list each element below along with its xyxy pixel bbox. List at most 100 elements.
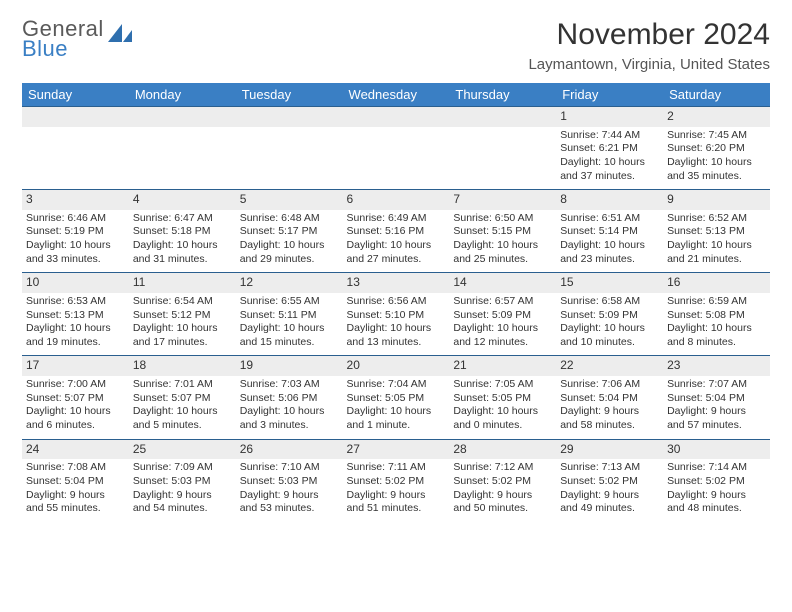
daylight-text: Daylight: 9 hours and 49 minutes. bbox=[560, 489, 659, 516]
day-number: 14 bbox=[449, 272, 556, 293]
sunset-text: Sunset: 5:10 PM bbox=[347, 309, 446, 323]
dow-wednesday: Wednesday bbox=[343, 83, 450, 106]
daylight-text: Daylight: 10 hours and 12 minutes. bbox=[453, 322, 552, 349]
day-body: Sunrise: 6:58 AMSunset: 5:09 PMDaylight:… bbox=[556, 293, 663, 356]
day-cell: 11Sunrise: 6:54 AMSunset: 5:12 PMDayligh… bbox=[129, 272, 236, 355]
day-number bbox=[236, 106, 343, 127]
empty-day-cell bbox=[236, 106, 343, 189]
day-body: Sunrise: 7:06 AMSunset: 5:04 PMDaylight:… bbox=[556, 376, 663, 439]
day-cell: 26Sunrise: 7:10 AMSunset: 5:03 PMDayligh… bbox=[236, 439, 343, 522]
sunset-text: Sunset: 5:05 PM bbox=[453, 392, 552, 406]
empty-day-cell bbox=[22, 106, 129, 189]
daylight-text: Daylight: 10 hours and 33 minutes. bbox=[26, 239, 125, 266]
day-cell: 15Sunrise: 6:58 AMSunset: 5:09 PMDayligh… bbox=[556, 272, 663, 355]
day-body: Sunrise: 6:46 AMSunset: 5:19 PMDaylight:… bbox=[22, 210, 129, 273]
day-body: Sunrise: 6:52 AMSunset: 5:13 PMDaylight:… bbox=[663, 210, 770, 273]
sunset-text: Sunset: 5:13 PM bbox=[26, 309, 125, 323]
day-number: 15 bbox=[556, 272, 663, 293]
day-body: Sunrise: 6:59 AMSunset: 5:08 PMDaylight:… bbox=[663, 293, 770, 356]
day-body: Sunrise: 7:13 AMSunset: 5:02 PMDaylight:… bbox=[556, 459, 663, 522]
sunset-text: Sunset: 5:15 PM bbox=[453, 225, 552, 239]
sunrise-text: Sunrise: 6:55 AM bbox=[240, 295, 339, 309]
day-cell: 13 Sunrise: 6:56 AMSunset: 5:10 PMDayligh… bbox=[343, 272, 450, 355]
sunrise-text: Sunrise: 6:59 AM bbox=[667, 295, 766, 309]
day-number bbox=[22, 106, 129, 127]
sunrise-text: Sunrise: 7:45 AM bbox=[667, 129, 766, 143]
sunrise-text: Sunrise: 6:54 AM bbox=[133, 295, 232, 309]
day-body: Sunrise: 7:14 AMSunset: 5:02 PMDaylight:… bbox=[663, 459, 770, 522]
day-body: Sunrise: 6:50 AMSunset: 5:15 PMDaylight:… bbox=[449, 210, 556, 273]
calendar-table: Sunday Monday Tuesday Wednesday Thursday… bbox=[22, 83, 770, 522]
daylight-text: Daylight: 10 hours and 31 minutes. bbox=[133, 239, 232, 266]
sunrise-text: Sunrise: 7:08 AM bbox=[26, 461, 125, 475]
day-cell: 6Sunrise: 6:49 AMSunset: 5:16 PMDaylight… bbox=[343, 189, 450, 272]
sunset-text: Sunset: 5:06 PM bbox=[240, 392, 339, 406]
day-body: Sunrise: 7:03 AMSunset: 5:06 PMDaylight:… bbox=[236, 376, 343, 439]
day-number: 27 bbox=[343, 439, 450, 460]
day-body: Sunrise: 7:07 AMSunset: 5:04 PMDaylight:… bbox=[663, 376, 770, 439]
day-cell: 4Sunrise: 6:47 AMSunset: 5:18 PMDaylight… bbox=[129, 189, 236, 272]
sunset-text: Sunset: 5:02 PM bbox=[453, 475, 552, 489]
day-number: 30 bbox=[663, 439, 770, 460]
daylight-text: Daylight: 9 hours and 54 minutes. bbox=[133, 489, 232, 516]
day-body: Sunrise: 6:53 AMSunset: 5:13 PMDaylight:… bbox=[22, 293, 129, 356]
day-number: 25 bbox=[129, 439, 236, 460]
sunrise-text: Sunrise: 6:51 AM bbox=[560, 212, 659, 226]
sunrise-text: Sunrise: 7:00 AM bbox=[26, 378, 125, 392]
sunset-text: Sunset: 5:11 PM bbox=[240, 309, 339, 323]
sunrise-text: Sunrise: 6:58 AM bbox=[560, 295, 659, 309]
day-number: 18 bbox=[129, 355, 236, 376]
sunrise-text: Sunrise: 6:47 AM bbox=[133, 212, 232, 226]
day-body: Sunrise: 7:11 AMSunset: 5:02 PMDaylight:… bbox=[343, 459, 450, 522]
sunrise-text: Sunrise: 7:01 AM bbox=[133, 378, 232, 392]
day-number: 28 bbox=[449, 439, 556, 460]
daylight-text: Daylight: 10 hours and 37 minutes. bbox=[560, 156, 659, 183]
day-cell: 5Sunrise: 6:48 AMSunset: 5:17 PMDaylight… bbox=[236, 189, 343, 272]
sunrise-text: Sunrise: 6:52 AM bbox=[667, 212, 766, 226]
dow-thursday: Thursday bbox=[449, 83, 556, 106]
sail-icon bbox=[108, 22, 134, 49]
daylight-text: Daylight: 10 hours and 13 minutes. bbox=[347, 322, 446, 349]
day-number: 11 bbox=[129, 272, 236, 293]
day-cell: 30Sunrise: 7:14 AMSunset: 5:02 PMDayligh… bbox=[663, 439, 770, 522]
day-number: 13 bbox=[343, 272, 450, 293]
day-number bbox=[449, 106, 556, 127]
day-cell: 27Sunrise: 7:11 AMSunset: 5:02 PMDayligh… bbox=[343, 439, 450, 522]
sunset-text: Sunset: 5:12 PM bbox=[133, 309, 232, 323]
day-cell: 1Sunrise: 7:44 AMSunset: 6:21 PMDaylight… bbox=[556, 106, 663, 189]
day-body bbox=[343, 127, 450, 189]
sunrise-text: Sunrise: 7:11 AM bbox=[347, 461, 446, 475]
day-number bbox=[129, 106, 236, 127]
location-text: Laymantown, Virginia, United States bbox=[528, 56, 770, 73]
day-body: Sunrise: 7:05 AMSunset: 5:05 PMDaylight:… bbox=[449, 376, 556, 439]
day-number: 5 bbox=[236, 189, 343, 210]
daylight-text: Daylight: 9 hours and 53 minutes. bbox=[240, 489, 339, 516]
daylight-text: Daylight: 10 hours and 21 minutes. bbox=[667, 239, 766, 266]
day-number: 24 bbox=[22, 439, 129, 460]
day-number: 10 bbox=[22, 272, 129, 293]
sunrise-text: Sunrise: 7:12 AM bbox=[453, 461, 552, 475]
calendar-week-row: 10Sunrise: 6:53 AMSunset: 5:13 PMDayligh… bbox=[22, 272, 770, 355]
sunrise-text: Sunrise: 7:07 AM bbox=[667, 378, 766, 392]
dow-saturday: Saturday bbox=[663, 83, 770, 106]
dow-sunday: Sunday bbox=[22, 83, 129, 106]
daylight-text: Daylight: 10 hours and 3 minutes. bbox=[240, 405, 339, 432]
daylight-text: Daylight: 10 hours and 1 minute. bbox=[347, 405, 446, 432]
sunset-text: Sunset: 5:16 PM bbox=[347, 225, 446, 239]
day-number: 22 bbox=[556, 355, 663, 376]
sunset-text: Sunset: 6:20 PM bbox=[667, 142, 766, 156]
calendar-week-row: 24Sunrise: 7:08 AMSunset: 5:04 PMDayligh… bbox=[22, 439, 770, 522]
day-cell: 22Sunrise: 7:06 AMSunset: 5:04 PMDayligh… bbox=[556, 355, 663, 438]
sunrise-text: Sunrise: 6:50 AM bbox=[453, 212, 552, 226]
day-body: Sunrise: 6:57 AMSunset: 5:09 PMDaylight:… bbox=[449, 293, 556, 356]
day-cell: 14Sunrise: 6:57 AMSunset: 5:09 PMDayligh… bbox=[449, 272, 556, 355]
dow-header-row: Sunday Monday Tuesday Wednesday Thursday… bbox=[22, 83, 770, 106]
sunrise-text: Sunrise: 6:56 AM bbox=[347, 295, 446, 309]
day-number: 2 bbox=[663, 106, 770, 127]
empty-day-cell bbox=[343, 106, 450, 189]
day-body: Sunrise: 6:49 AMSunset: 5:16 PMDaylight:… bbox=[343, 210, 450, 273]
sunrise-text: Sunrise: 7:13 AM bbox=[560, 461, 659, 475]
sunrise-text: Sunrise: 7:04 AM bbox=[347, 378, 446, 392]
sunrise-text: Sunrise: 7:06 AM bbox=[560, 378, 659, 392]
sunset-text: Sunset: 6:21 PM bbox=[560, 142, 659, 156]
